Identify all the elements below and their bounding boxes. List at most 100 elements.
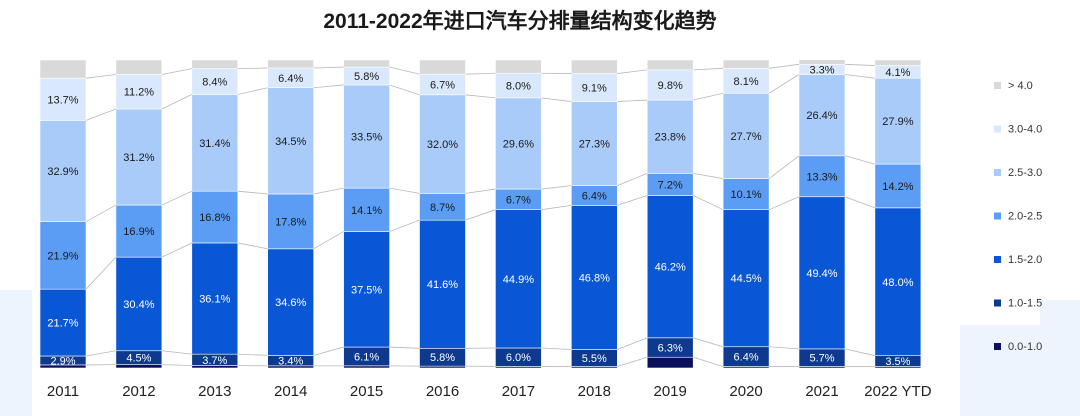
connector-line <box>693 337 724 348</box>
bar-segment-1_5_2_0 <box>570 205 618 350</box>
data-label: 6.7% <box>506 194 531 206</box>
data-label: 5.5% <box>582 353 607 365</box>
bar-segment-1_5_2_0 <box>495 209 542 349</box>
x-tick-label: 2014 <box>274 383 307 400</box>
bar-segment-2_5_3_0 <box>646 99 694 174</box>
bar-segment-2_5_3_0 <box>722 92 770 179</box>
connector-line <box>768 74 800 94</box>
data-label: 6.1% <box>354 351 379 363</box>
bar-segment-2_0_2_5 <box>874 163 922 209</box>
connector-line <box>389 187 420 194</box>
x-tick-label: 2011 <box>47 383 79 400</box>
connector-line <box>465 94 496 99</box>
legend-label: > 4.0 <box>1008 80 1033 92</box>
data-label: 17.8% <box>275 216 306 228</box>
connector-line <box>844 74 875 79</box>
bar-segment-0_0_1_0 <box>343 365 390 369</box>
connector-line <box>465 209 496 221</box>
legend-label: 1.5-2.0 <box>1008 254 1042 266</box>
legend-swatch <box>994 125 1001 133</box>
connector-line <box>541 97 572 102</box>
data-label: 46.2% <box>655 262 686 274</box>
connector-line <box>693 67 724 71</box>
bar-segment-2_0_2_5 <box>419 193 466 221</box>
legend: > 4.0 3.0-4.0 2.5-3.0 2.0-2.5 1.5-2.0 1.0-1.5… <box>994 80 1042 353</box>
data-label: 8.0% <box>506 81 531 93</box>
connector-line <box>85 350 116 357</box>
data-label: 6.4% <box>278 73 303 85</box>
connector-line <box>465 188 496 194</box>
bar-segment-1_5_2_0 <box>267 248 315 356</box>
x-tick-label: 2012 <box>122 383 155 400</box>
bar-segment-2_5_3_0 <box>191 94 239 192</box>
connector-line <box>693 195 724 211</box>
bar-segment-__4_0 <box>495 59 542 74</box>
connector-line <box>161 350 192 355</box>
connector-line <box>844 196 876 209</box>
bar-segment-2_0_2_5 <box>343 187 390 232</box>
data-label: 10.1% <box>730 189 761 201</box>
connector-line <box>768 155 800 179</box>
bar-segment-2_0_2_5 <box>191 190 239 244</box>
connector-line <box>85 74 116 79</box>
connector-line <box>389 219 420 232</box>
connector-line <box>693 92 724 101</box>
data-label: 9.1% <box>582 83 607 95</box>
data-label: 8.1% <box>734 76 759 88</box>
connector-line <box>465 72 496 75</box>
data-label: 3.3% <box>809 64 834 76</box>
background-block <box>1040 300 1080 416</box>
legend-swatch <box>994 299 1001 307</box>
data-label: 3.4% <box>278 356 303 368</box>
connector-line <box>617 356 648 367</box>
data-label: 31.4% <box>199 138 230 150</box>
x-tick-label: 2020 <box>729 383 762 400</box>
data-label: 29.6% <box>503 138 534 150</box>
data-label: 8.4% <box>202 77 227 89</box>
connector-line <box>389 346 420 349</box>
x-tick-label: 2021 <box>805 383 838 400</box>
data-label: 11.2% <box>124 87 155 99</box>
connector-line <box>693 172 724 179</box>
data-label: 27.9% <box>882 116 913 128</box>
x-tick-label: 2022 YTD <box>864 383 931 400</box>
background-decoration <box>0 290 1080 416</box>
data-label: 34.5% <box>275 136 306 148</box>
bar-segment-2_5_3_0 <box>570 101 618 186</box>
data-label: 26.4% <box>806 110 837 122</box>
connector-line <box>769 346 800 350</box>
data-label: 23.8% <box>655 132 686 144</box>
bar-segment-0_0_1_0 <box>646 356 694 369</box>
data-label: 44.5% <box>730 273 761 285</box>
connector-line <box>693 356 724 367</box>
connector-line <box>313 66 344 69</box>
bar-segment-2_0_2_5 <box>798 155 846 198</box>
legend-swatch <box>994 343 1001 350</box>
data-label: 8.7% <box>430 202 455 214</box>
bar-segment-__4_0 <box>343 59 390 68</box>
connector-line <box>161 68 192 75</box>
bar-segment-__4_0 <box>267 59 315 69</box>
connector-line <box>769 63 800 69</box>
bars-group <box>39 59 922 369</box>
legend-label: 1.0-1.5 <box>1008 298 1042 310</box>
data-label: 41.6% <box>427 279 458 291</box>
connector-line <box>389 84 420 96</box>
connector-line <box>85 256 117 290</box>
bar-segment-2_5_3_0 <box>39 120 87 222</box>
connector-line <box>237 242 268 250</box>
data-label: 49.4% <box>806 268 837 280</box>
bar-segment-2_5_3_0 <box>267 87 315 195</box>
bar-segment-__4_0 <box>115 59 163 75</box>
bar-segment-__4_0 <box>191 59 239 69</box>
data-label: 13.7% <box>47 94 78 106</box>
data-label: 6.3% <box>658 343 683 355</box>
bar-segment-__4_0 <box>39 59 87 79</box>
data-label: 9.8% <box>658 80 683 92</box>
legend-label: 0.0-1.0 <box>1008 341 1042 353</box>
data-label: 21.9% <box>47 250 78 262</box>
bar-segment-3_0_4_0 <box>39 77 87 121</box>
data-label: 27.3% <box>579 139 610 151</box>
bar-segment-2_5_3_0 <box>798 74 846 157</box>
